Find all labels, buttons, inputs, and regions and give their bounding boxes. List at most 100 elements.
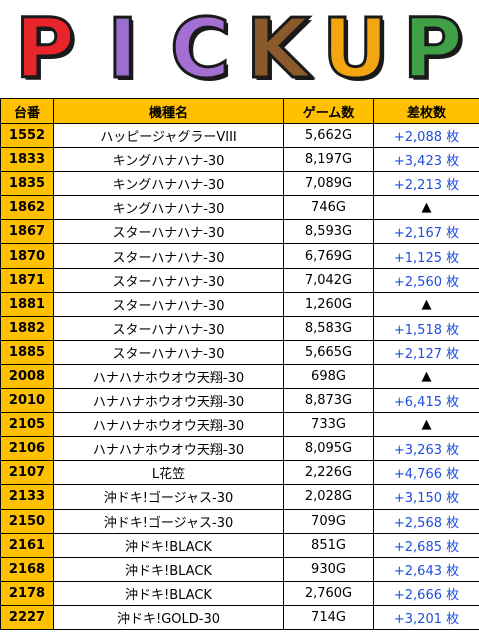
- machine-number-cell: 1881: [0, 291, 54, 317]
- banner-letter: P: [13, 2, 76, 97]
- coin-difference-cell: +2,685 枚: [373, 532, 479, 558]
- game-count-cell: 8,593G: [283, 219, 374, 245]
- machine-number-cell: 2105: [0, 412, 54, 438]
- header-coin-difference: 差枚数: [373, 98, 479, 124]
- table-row: 1871 スターハナハナ-30 7,042G +2,560 枚: [0, 267, 479, 293]
- game-count-cell: 930G: [283, 556, 374, 582]
- coin-difference-cell: ▲: [373, 195, 479, 221]
- coin-difference-cell: ▲: [373, 291, 479, 317]
- machine-number-cell: 2106: [0, 436, 54, 462]
- table-row: 2010 ハナハナホウオウ天翔-30 8,873G +6,415 枚: [0, 388, 479, 414]
- coin-difference-cell: +1,518 枚: [373, 315, 479, 341]
- table-row: 2161 沖ドキ!BLACK 851G +2,685 枚: [0, 532, 479, 558]
- table-row: 2227 沖ドキ!GOLD-30 714G +3,201 枚: [0, 604, 479, 630]
- machine-number-cell: 2010: [0, 388, 54, 414]
- coin-difference-cell: +1,125 枚: [373, 243, 479, 269]
- machine-number-cell: 2107: [0, 460, 54, 486]
- coin-difference-cell: ▲: [373, 412, 479, 438]
- table-row: 2107 L花笠 2,226G +4,766 枚: [0, 460, 479, 486]
- game-count-cell: 5,662G: [283, 122, 374, 149]
- machine-number-cell: 1867: [0, 219, 54, 245]
- coin-difference-cell: +2,560 枚: [373, 267, 479, 293]
- game-count-cell: 8,583G: [283, 315, 374, 341]
- game-count-cell: 8,873G: [283, 388, 374, 414]
- table-row: 1881 スターハナハナ-30 1,260G ▲: [0, 291, 479, 317]
- header-machine-number: 台番: [0, 98, 54, 124]
- machine-name-cell: ハッピージャグラーVIII: [53, 122, 284, 149]
- machine-number-cell: 1871: [0, 267, 54, 293]
- machine-name-cell: ハナハナホウオウ天翔-30: [53, 363, 284, 390]
- machine-name-cell: L花笠: [53, 460, 284, 486]
- banner-letter: K: [245, 2, 312, 97]
- machine-name-cell: 沖ドキ!GOLD-30: [53, 604, 284, 630]
- coin-difference-cell: +4,766 枚: [373, 460, 479, 486]
- table-row: 2133 沖ドキ!ゴージャス-30 2,028G +3,150 枚: [0, 484, 479, 510]
- banner-letter: C: [169, 2, 232, 97]
- machine-name-cell: スターハナハナ-30: [53, 339, 284, 365]
- header-game-count: ゲーム数: [283, 98, 374, 124]
- coin-difference-cell: +3,263 枚: [373, 436, 479, 462]
- machine-number-cell: 1552: [0, 122, 54, 149]
- machine-number-cell: 2133: [0, 484, 54, 510]
- machine-number-cell: 2178: [0, 580, 54, 606]
- machine-number-cell: 1862: [0, 195, 54, 221]
- table-row: 1885 スターハナハナ-30 5,665G +2,127 枚: [0, 339, 479, 365]
- game-count-cell: 2,028G: [283, 484, 374, 510]
- game-count-cell: 8,197G: [283, 147, 374, 173]
- machine-name-cell: キングハナハナ-30: [53, 171, 284, 197]
- machine-name-cell: 沖ドキ!BLACK: [53, 532, 284, 558]
- coin-difference-cell: +3,201 枚: [373, 604, 479, 630]
- machine-number-cell: 1882: [0, 315, 54, 341]
- machine-number-cell: 1833: [0, 147, 54, 173]
- pickup-table: 台番 機種名 ゲーム数 差枚数 1552 ハッピージャグラーVIII 5,662G +…: [0, 98, 479, 630]
- table-row: 2105 ハナハナホウオウ天翔-30 733G ▲: [0, 412, 479, 438]
- game-count-cell: 2,226G: [283, 460, 374, 486]
- game-count-cell: 6,769G: [283, 243, 374, 269]
- coin-difference-cell: ▲: [373, 363, 479, 390]
- table-row: 2178 沖ドキ!BLACK 2,760G +2,666 枚: [0, 580, 479, 606]
- game-count-cell: 709G: [283, 508, 374, 534]
- machine-number-cell: 2168: [0, 556, 54, 582]
- game-count-cell: 746G: [283, 195, 374, 221]
- coin-difference-cell: +2,568 枚: [373, 508, 479, 534]
- machine-name-cell: キングハナハナ-30: [53, 195, 284, 221]
- table-row: 1552 ハッピージャグラーVIII 5,662G +2,088 枚: [0, 122, 479, 149]
- coin-difference-cell: +2,127 枚: [373, 339, 479, 365]
- table-row: 1835 キングハナハナ-30 7,089G +2,213 枚: [0, 171, 479, 197]
- table-row: 1833 キングハナハナ-30 8,197G +3,423 枚: [0, 147, 479, 173]
- coin-difference-cell: +3,423 枚: [373, 147, 479, 173]
- machine-number-cell: 2161: [0, 532, 54, 558]
- table-row: 1862 キングハナハナ-30 746G ▲: [0, 195, 479, 221]
- machine-number-cell: 1870: [0, 243, 54, 269]
- machine-number-cell: 1885: [0, 339, 54, 365]
- game-count-cell: 5,665G: [283, 339, 374, 365]
- machine-number-cell: 2227: [0, 604, 54, 630]
- table-row: 2168 沖ドキ!BLACK 930G +2,643 枚: [0, 556, 479, 582]
- machine-name-cell: スターハナハナ-30: [53, 219, 284, 245]
- machine-name-cell: ハナハナホウオウ天翔-30: [53, 388, 284, 414]
- coin-difference-cell: +2,088 枚: [373, 122, 479, 149]
- machine-name-cell: ハナハナホウオウ天翔-30: [53, 436, 284, 462]
- game-count-cell: 698G: [283, 363, 374, 390]
- coin-difference-cell: +3,150 枚: [373, 484, 479, 510]
- game-count-cell: 1,260G: [283, 291, 374, 317]
- machine-name-cell: スターハナハナ-30: [53, 291, 284, 317]
- table-row: 2106 ハナハナホウオウ天翔-30 8,095G +3,263 枚: [0, 436, 479, 462]
- coin-difference-cell: +2,213 枚: [373, 171, 479, 197]
- table-row: 1867 スターハナハナ-30 8,593G +2,167 枚: [0, 219, 479, 245]
- coin-difference-cell: +2,643 枚: [373, 556, 479, 582]
- table-body: 1552 ハッピージャグラーVIII 5,662G +2,088 枚 1833 キングハナ…: [0, 122, 479, 630]
- game-count-cell: 7,042G: [283, 267, 374, 293]
- coin-difference-cell: +2,167 枚: [373, 219, 479, 245]
- machine-name-cell: 沖ドキ!ゴージャス-30: [53, 508, 284, 534]
- table-row: 1882 スターハナハナ-30 8,583G +1,518 枚: [0, 315, 479, 341]
- table-header-row: 台番 機種名 ゲーム数 差枚数: [0, 98, 479, 124]
- table-row: 2008 ハナハナホウオウ天翔-30 698G ▲: [0, 363, 479, 390]
- banner-letter: I: [106, 2, 140, 97]
- header-machine-name: 機種名: [53, 98, 284, 124]
- game-count-cell: 733G: [283, 412, 374, 438]
- machine-name-cell: スターハナハナ-30: [53, 267, 284, 293]
- banner-letter: U: [321, 2, 391, 97]
- machine-name-cell: スターハナハナ-30: [53, 243, 284, 269]
